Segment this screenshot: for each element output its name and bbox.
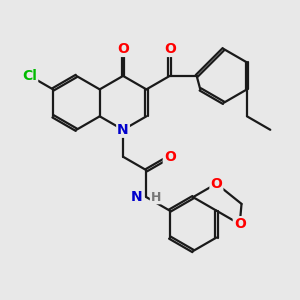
Text: Cl: Cl — [22, 69, 37, 83]
Text: N: N — [131, 190, 142, 204]
Text: O: O — [234, 217, 246, 231]
Text: O: O — [164, 150, 176, 164]
Text: O: O — [211, 177, 222, 191]
Text: O: O — [164, 42, 176, 56]
Text: N: N — [117, 123, 129, 137]
Text: H: H — [150, 191, 161, 204]
Text: O: O — [117, 42, 129, 56]
